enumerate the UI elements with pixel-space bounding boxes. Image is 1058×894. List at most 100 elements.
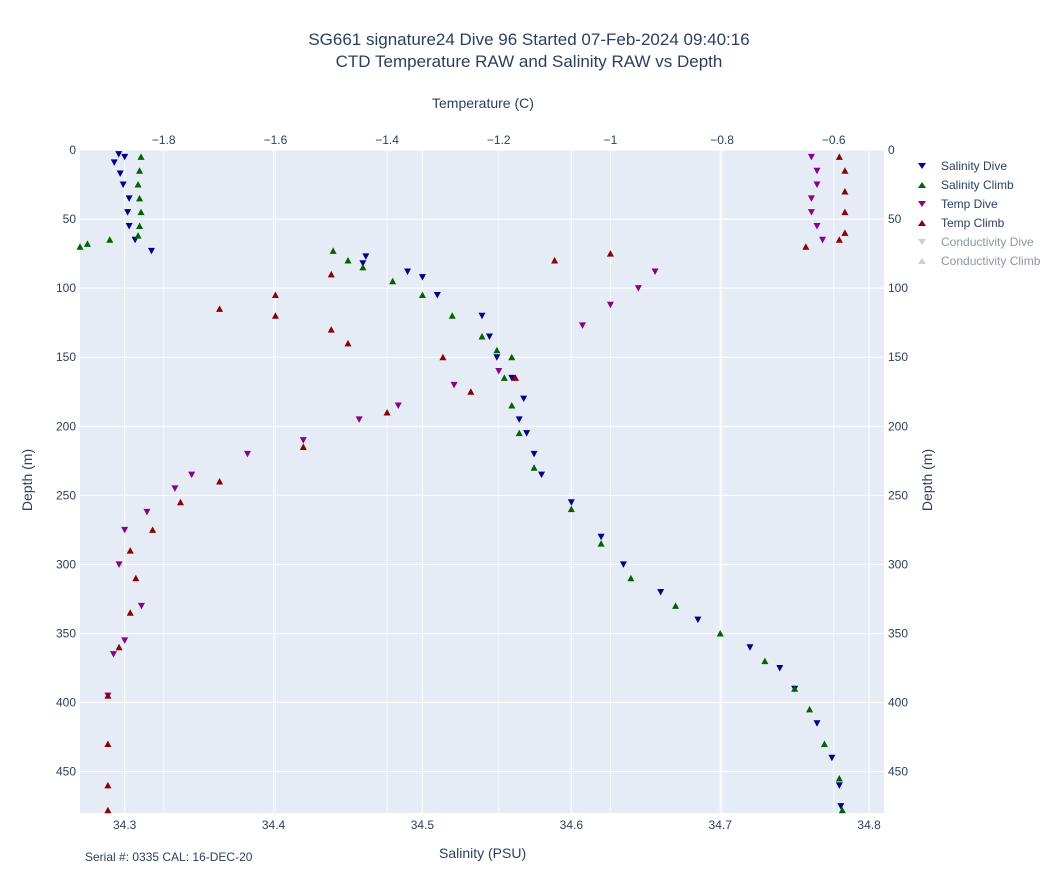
legend-label: Conductivity Dive xyxy=(941,234,1034,249)
salinity-dive-point xyxy=(657,589,665,596)
legend-item-conductivity-dive[interactable]: Conductivity Dive xyxy=(912,232,1040,251)
x-top-tick-label: −1.4 xyxy=(375,133,399,147)
y-left-tick-label: 300 xyxy=(56,557,76,571)
temp-dive-point xyxy=(495,368,503,375)
serial-cal-note: Serial #: 0335 CAL: 16-DEC-20 xyxy=(85,850,253,864)
temp-dive-point xyxy=(110,651,117,658)
temp-climb-point xyxy=(104,692,112,699)
salinity-dive-point xyxy=(125,222,133,230)
salinity-climb-point xyxy=(106,236,114,243)
salinity-dive-point xyxy=(478,312,486,320)
x-bottom-tick-label: 34.8 xyxy=(857,818,881,832)
y-right-tick-label: 150 xyxy=(888,350,908,364)
salinity-dive-point xyxy=(776,664,784,672)
salinity-climb-point xyxy=(508,353,516,361)
temp-dive-point xyxy=(244,450,251,458)
temp-climb-point xyxy=(835,236,843,243)
temp-climb-point xyxy=(606,250,614,257)
y-left-tick-label: 200 xyxy=(56,419,76,433)
triangle-down-icon xyxy=(918,162,926,169)
salinity-dive-point xyxy=(485,333,493,340)
triangle-down-icon xyxy=(918,238,926,245)
salinity-climb-point xyxy=(515,429,523,437)
temp-dive-point xyxy=(813,222,821,230)
salinity-dive-point xyxy=(813,720,821,727)
temp-dive-point xyxy=(651,268,659,276)
x-top-tick-label: −1.8 xyxy=(152,133,176,147)
salinity-climb-point xyxy=(83,240,91,247)
legend-item-conductivity-climb[interactable]: Conductivity Climb xyxy=(912,251,1040,270)
salinity-climb-point xyxy=(76,243,84,250)
salinity-climb-point xyxy=(508,402,516,409)
salinity-dive-point xyxy=(119,181,127,189)
salinity-climb-point xyxy=(136,194,144,202)
y-right-tick-label: 200 xyxy=(888,419,908,433)
temp-dive-point xyxy=(606,301,614,309)
x-bottom-axis-title: Salinity (PSU) xyxy=(439,845,527,861)
x-top-axis-title: Temperature (C) xyxy=(432,95,534,111)
salinity-dive-point xyxy=(125,195,133,202)
salinity-climb-point xyxy=(344,257,352,264)
temp-climb-point xyxy=(512,374,519,381)
temp-dive-point xyxy=(819,236,827,244)
salinity-dive-point xyxy=(359,260,367,267)
temp-dive-point xyxy=(137,602,145,610)
temp-dive-point xyxy=(121,637,129,644)
temp-dive-point xyxy=(171,485,179,492)
temp-climb-point xyxy=(216,305,224,312)
salinity-dive-point xyxy=(694,616,702,624)
salinity-climb-point xyxy=(835,774,843,782)
salinity-climb-point xyxy=(838,806,846,814)
temp-dive-point xyxy=(394,402,402,410)
salinity-dive-point xyxy=(115,151,123,158)
temp-climb-point xyxy=(841,167,849,174)
temp-climb-point xyxy=(467,388,475,395)
legend-item-temp-climb[interactable]: Temp Climb xyxy=(912,213,1040,232)
temp-climb-point xyxy=(149,526,157,533)
salinity-climb-point xyxy=(791,685,799,692)
temp-dive-point xyxy=(807,209,815,216)
salinity-climb-point xyxy=(134,181,142,188)
x-top-tick-label: −1 xyxy=(604,133,618,147)
salinity-climb-point xyxy=(137,208,145,216)
salinity-climb-point xyxy=(597,540,605,547)
y-right-tick-label: 350 xyxy=(888,626,908,640)
salinity-climb-point xyxy=(137,153,145,160)
salinity-dive-point xyxy=(124,209,132,216)
legend-item-salinity-climb[interactable]: Salinity Climb xyxy=(912,175,1040,194)
legend-item-temp-dive[interactable]: Temp Dive xyxy=(912,194,1040,213)
temp-dive-point xyxy=(807,153,815,161)
x-top-tick-label: −0.6 xyxy=(822,133,846,147)
temp-climb-point xyxy=(327,326,335,333)
salinity-dive-point xyxy=(567,499,575,506)
salinity-climb-point xyxy=(500,374,508,381)
y-right-axis-title: Depth (m) xyxy=(919,448,936,512)
temp-climb-point xyxy=(104,781,112,789)
y-right-tick-label: 300 xyxy=(888,557,908,571)
temp-dive-point xyxy=(813,167,821,175)
salinity-dive-point xyxy=(362,253,370,260)
temp-climb-point xyxy=(216,478,224,485)
legend-item-salinity-dive[interactable]: Salinity Dive xyxy=(912,156,1040,175)
salinity-climb-point xyxy=(567,505,575,513)
temp-climb-point xyxy=(115,643,123,651)
temp-climb-point xyxy=(551,257,559,264)
temp-dive-point xyxy=(188,471,196,479)
y-right-tick-label: 50 xyxy=(888,212,902,226)
salinity-climb-point xyxy=(448,312,456,319)
triangle-up-icon xyxy=(918,257,926,264)
temp-dive-point xyxy=(450,381,458,389)
temp-dive-point xyxy=(143,508,151,516)
x-bottom-tick-label: 34.6 xyxy=(560,818,584,832)
temp-climb-point xyxy=(841,229,849,236)
y-left-tick-label: 350 xyxy=(56,626,76,640)
temp-climb-point xyxy=(177,498,184,506)
salinity-climb-point xyxy=(761,657,769,665)
plot-area xyxy=(80,150,884,813)
temp-climb-point xyxy=(126,547,134,554)
x-bottom-tick-label: 34.5 xyxy=(411,818,435,832)
salinity-dive-point xyxy=(746,644,754,651)
salinity-climb-point xyxy=(329,247,337,254)
legend-label: Conductivity Climb xyxy=(941,253,1041,268)
salinity-climb-point xyxy=(493,346,501,354)
